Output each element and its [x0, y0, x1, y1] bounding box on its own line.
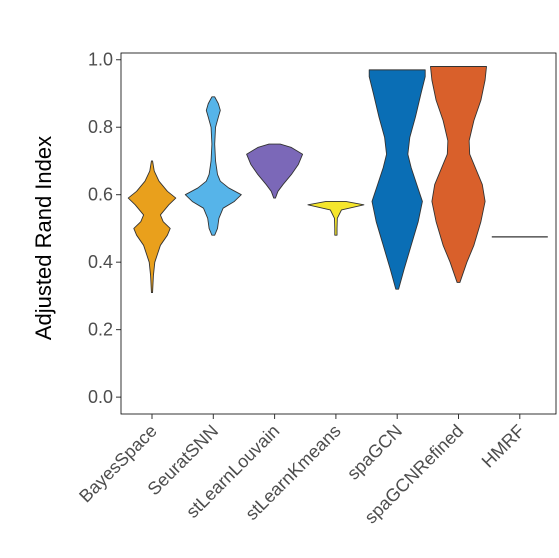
y-tick-label: 0.6	[88, 185, 113, 205]
y-axis: 0.0 0.2 0.4 0.6 0.8 1.0	[88, 50, 121, 407]
y-tick-label: 0.2	[88, 320, 113, 340]
violin-SeuratSNN	[184, 96, 242, 236]
x-tick-label-spaGCN: spaGCN	[343, 421, 406, 484]
violin-stLearnLouvain	[246, 143, 304, 199]
y-tick-label: 0.0	[88, 387, 113, 407]
violin-spaGCNRefined	[430, 66, 487, 283]
x-tick-label-BayesSpace: BayesSpace	[75, 421, 161, 507]
violin-spaGCN	[368, 69, 426, 290]
violin-BayesSpace	[127, 160, 177, 293]
plot-panel-border	[120, 52, 557, 415]
plot-area	[127, 66, 548, 293]
x-axis: BayesSpaceSeuratSNNstLearnLouvainstLearn…	[75, 414, 529, 528]
violin-stLearnKmeans	[307, 200, 365, 236]
y-axis-title: Adjusted Rand Index	[31, 136, 56, 340]
x-tick-label-HMRF: HMRF	[478, 421, 529, 472]
y-tick-label: 1.0	[88, 50, 113, 70]
y-tick-label: 0.4	[88, 252, 113, 272]
y-tick-label: 0.8	[88, 117, 113, 137]
